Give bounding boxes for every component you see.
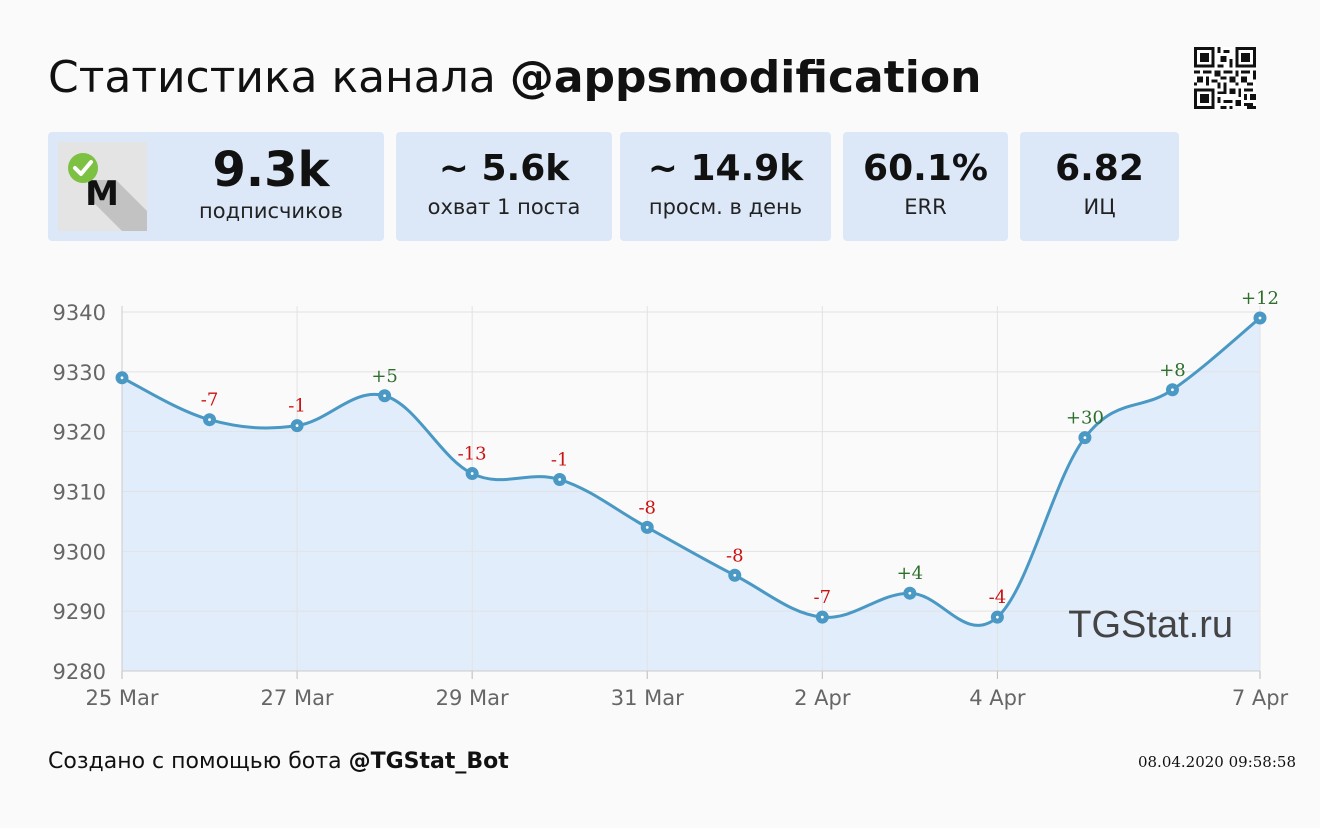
stat-card-err: 60.1% ERR [843, 132, 1008, 241]
data-point-center [1258, 316, 1262, 320]
citation-index-value: 6.82 [1055, 148, 1144, 189]
y-tick-label: 9340 [53, 301, 106, 325]
subscribers-value: 9.3k [212, 142, 330, 198]
x-tick-label: 29 Mar [436, 686, 509, 710]
y-tick-label: 9300 [53, 540, 106, 564]
data-point-center [645, 525, 649, 529]
data-label: -7 [814, 587, 832, 608]
x-tick-label: 7 Apr [1232, 686, 1289, 710]
x-tick-label: 31 Mar [611, 686, 684, 710]
data-label: +30 [1066, 408, 1104, 429]
err-label: ERR [904, 195, 947, 219]
data-point-center [120, 376, 124, 380]
data-point-center [295, 424, 299, 428]
daily-views-value: ~ 14.9k [647, 148, 804, 189]
data-point-center [908, 591, 912, 595]
qr-code-icon [1194, 47, 1256, 109]
data-label: -1 [288, 396, 306, 417]
y-tick-label: 9320 [53, 421, 106, 445]
series-line [121, 316, 1261, 627]
page-title: Статистика канала @appsmodification [48, 50, 981, 106]
chart-watermark: TGStat.ru [1068, 604, 1233, 646]
stat-card-post-reach: ~ 5.6k охват 1 поста [396, 132, 612, 241]
data-label: -8 [638, 497, 656, 518]
post-reach-label: охват 1 поста [427, 195, 581, 219]
channel-handle[interactable]: @appsmodification [509, 52, 982, 103]
footer-timestamp: 08.04.2020 09:58:58 [1137, 753, 1296, 771]
stat-card-daily-views: ~ 14.9k просм. в день [620, 132, 831, 241]
data-point-center [1171, 388, 1174, 392]
x-tick-label: 25 Mar [85, 686, 158, 710]
footer-credit: Создано с помощью бота @TGStat_Bot [48, 748, 509, 776]
err-value: 60.1% [863, 148, 988, 189]
y-tick-label: 9290 [53, 600, 106, 624]
data-point-center [383, 394, 387, 398]
y-tick-label: 9280 [53, 660, 106, 684]
data-label: +5 [371, 366, 398, 387]
data-point-center [470, 472, 474, 475]
stat-card-citation-index: 6.82 ИЦ [1020, 132, 1179, 241]
data-label: -1 [551, 450, 569, 471]
footer-prefix: Создано с помощью бота [48, 749, 349, 774]
data-label: -7 [201, 390, 219, 411]
post-reach-value: ~ 5.6k [438, 148, 570, 189]
x-tick-label: 4 Apr [969, 686, 1026, 710]
y-tick-label: 9330 [53, 361, 106, 385]
data-point-center [208, 418, 211, 422]
title-prefix: Статистика канала [48, 52, 510, 103]
data-point-center [558, 478, 562, 481]
x-tick-label: 2 Apr [794, 686, 851, 710]
data-label: -13 [458, 444, 487, 465]
y-tick-label: 9310 [53, 480, 106, 504]
data-label: -4 [989, 587, 1007, 608]
data-point-center [820, 615, 824, 619]
subscribers-chart: 9280 9290 9300 9310 9320 9330 9340 25 Mar 27 Mar… [53, 288, 1289, 710]
x-tick-label: 27 Mar [261, 686, 334, 710]
series-area [122, 317, 1260, 671]
data-label: +12 [1241, 288, 1279, 309]
data-label: -8 [726, 545, 744, 566]
subscribers-label: подписчиков [199, 199, 343, 223]
data-point-center [995, 615, 999, 619]
citation-index-label: ИЦ [1083, 195, 1116, 219]
stat-card-subscribers: M 9.3k подписчиков [48, 132, 384, 241]
data-label: +4 [897, 563, 924, 584]
channel-avatar-icon: M [58, 142, 147, 231]
daily-views-label: просм. в день [648, 195, 803, 219]
bot-handle[interactable]: @TGStat_Bot [348, 749, 509, 774]
data-label: +8 [1159, 360, 1186, 381]
data-point-center [733, 573, 737, 577]
verified-check-icon [68, 153, 98, 183]
data-point-center [1083, 436, 1087, 440]
